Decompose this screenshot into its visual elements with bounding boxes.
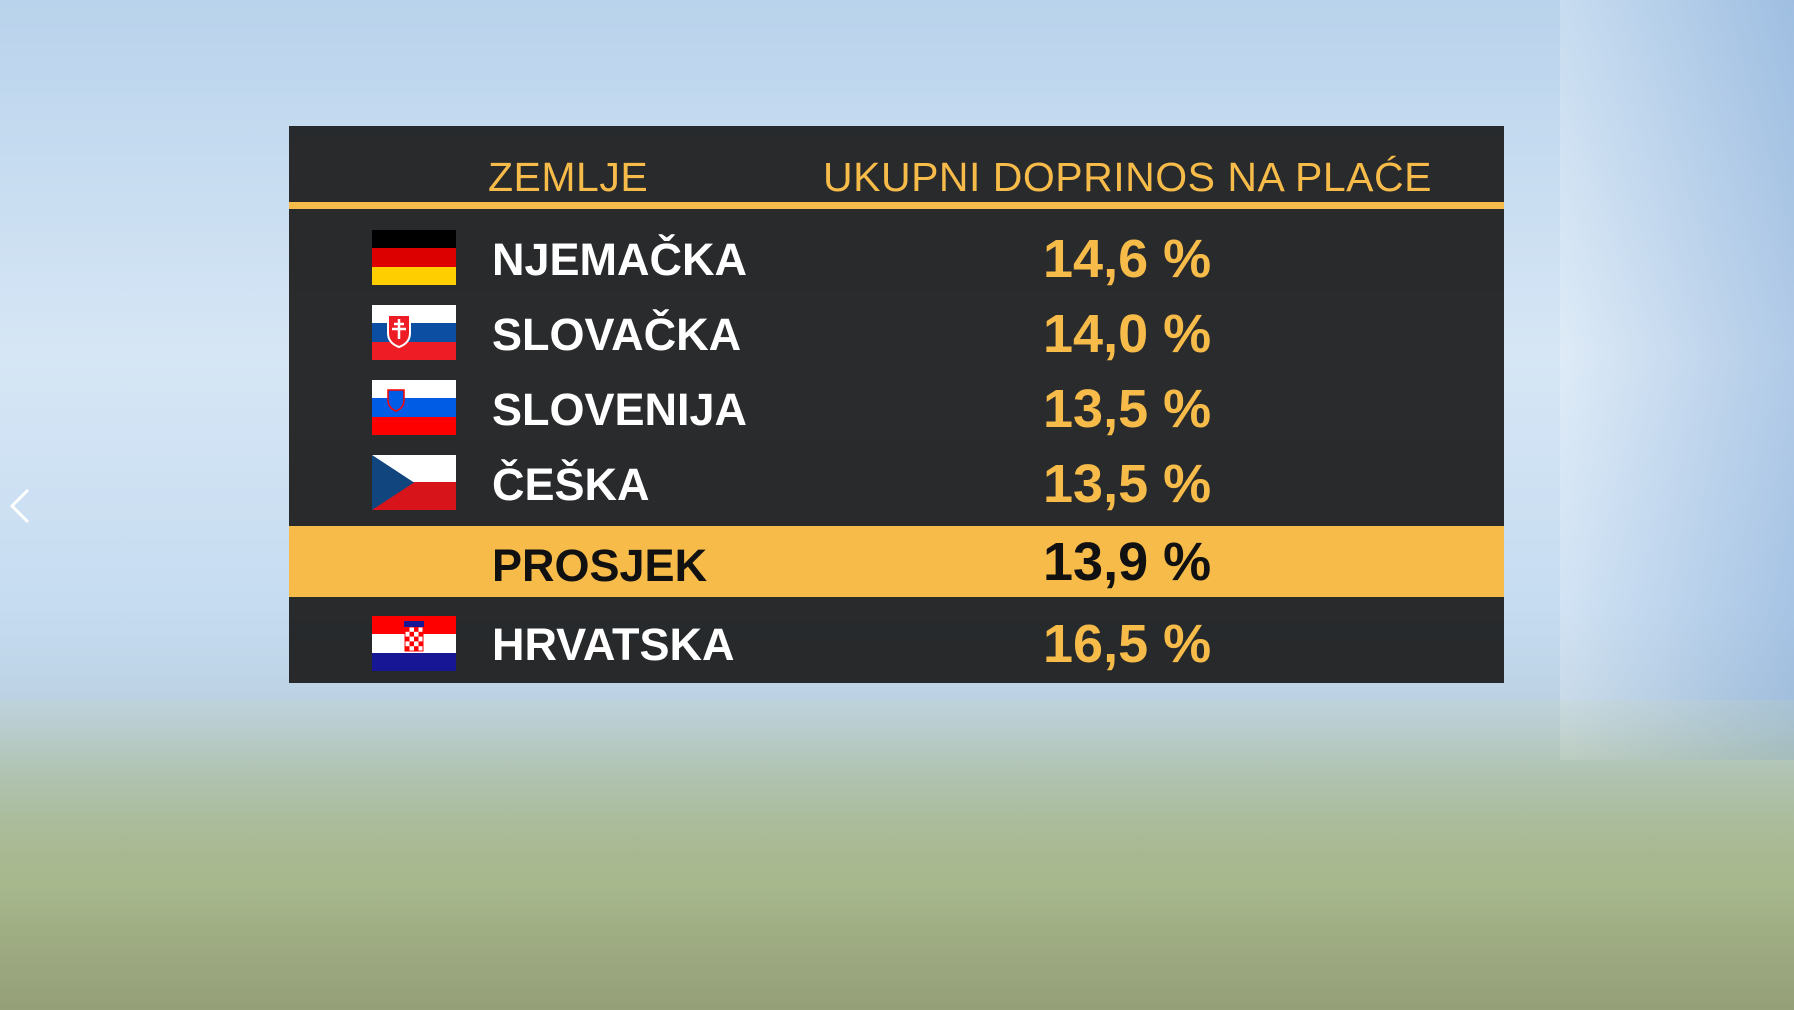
header-country: ZEMLJE	[488, 154, 649, 200]
flag-slovenia	[372, 380, 456, 435]
row: SLOVAČKA 14,0 %	[289, 295, 1504, 370]
flag-croatia	[372, 616, 456, 671]
country: SLOVENIJA	[492, 384, 748, 435]
header-contribution: UKUPNI DOPRINOS NA PLAĆE	[823, 154, 1432, 200]
country: HRVATSKA	[492, 619, 735, 670]
value: 14,6 %	[1043, 229, 1212, 289]
value: 13,5 %	[1043, 454, 1212, 514]
average-value: 13,9 %	[1043, 532, 1212, 592]
highlight-row: HRVATSKA 16,5 %	[289, 605, 1504, 680]
country: ČEŠKA	[492, 459, 650, 510]
value: 13,5 %	[1043, 379, 1212, 439]
prev-arrow[interactable]	[8, 488, 32, 524]
background-money	[0, 700, 1794, 1010]
value: 16,5 %	[1043, 614, 1212, 674]
row: SLOVENIJA 13,5 %	[289, 370, 1504, 445]
row: ČEŠKA 13,5 %	[289, 445, 1504, 520]
background-light	[1560, 0, 1794, 760]
header-rule	[289, 202, 1504, 209]
row: NJEMAČKA 14,6 %	[289, 220, 1504, 295]
flag-germany	[372, 230, 456, 285]
average-row: PROSJEK 13,9 %	[289, 526, 1504, 597]
table-panel: ZEMLJE UKUPNI DOPRINOS NA PLAĆE NJEMAČKA…	[289, 126, 1504, 683]
flag-slovakia	[372, 305, 456, 360]
flag-czechia	[372, 455, 456, 510]
value: 14,0 %	[1043, 304, 1212, 364]
average-label: PROSJEK	[492, 540, 708, 591]
country: SLOVAČKA	[492, 309, 742, 360]
country: NJEMAČKA	[492, 234, 748, 285]
